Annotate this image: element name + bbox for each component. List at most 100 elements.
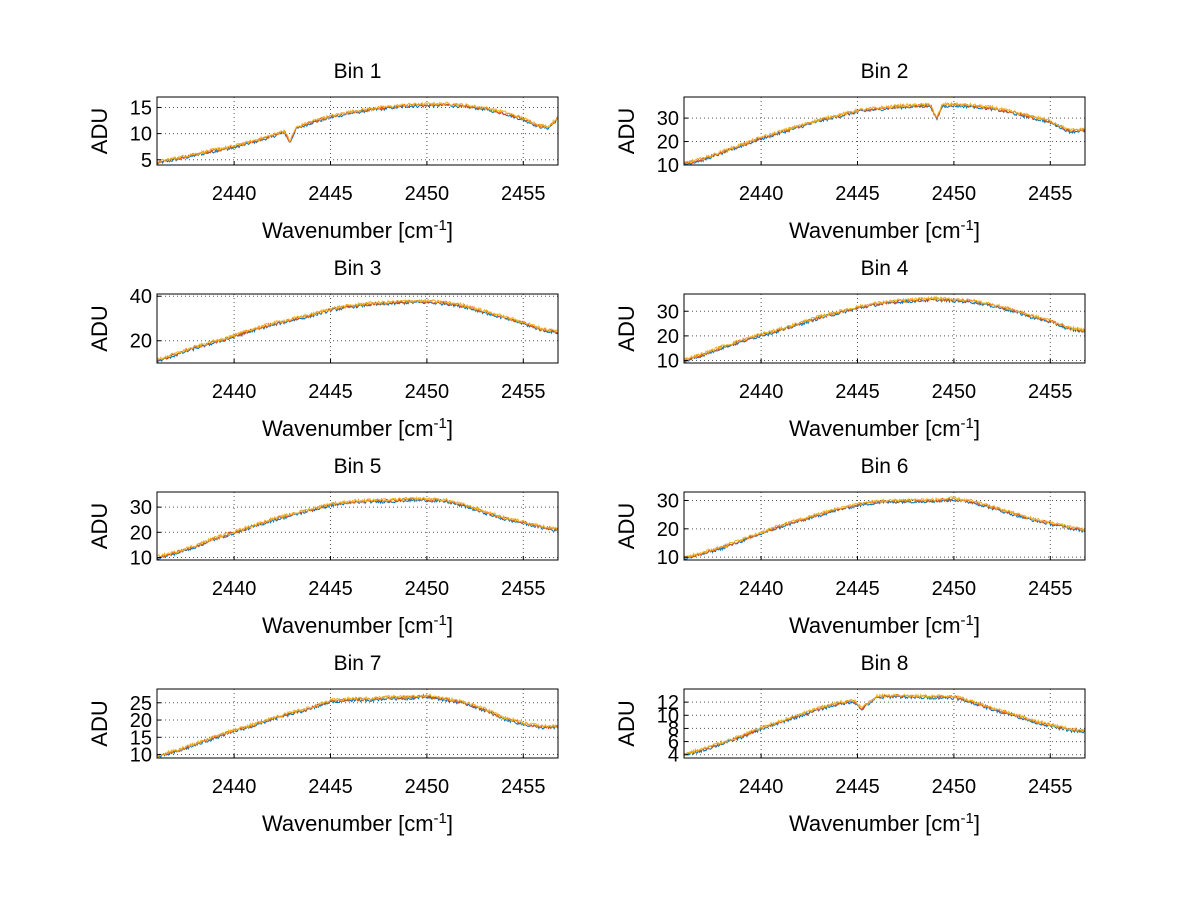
y-axis-label: ADU [614, 108, 639, 154]
x-axis-label-base: Wavenumber [cm [789, 218, 961, 243]
x-axis-label-superscript: -1 [961, 217, 974, 234]
subplot-title: Bin 1 [334, 60, 382, 83]
x-tick-label: 2440 [739, 578, 784, 600]
x-axis-label-base: Wavenumber [cm [262, 613, 434, 638]
x-axis-label-close: ] [974, 811, 980, 836]
series-line-3 [156, 298, 559, 361]
subplot-title: Bin 3 [334, 257, 382, 280]
y-tick-label: 15 [130, 727, 152, 749]
series-line-2 [683, 102, 1086, 165]
x-axis-label: Wavenumber [cm-1] [789, 217, 980, 243]
y-tick-label: 20 [657, 519, 679, 541]
x-axis-label-close: ] [447, 416, 453, 441]
y-tick-label: 20 [657, 326, 679, 348]
series-line-3 [156, 495, 559, 558]
x-axis-label-base: Wavenumber [cm [262, 416, 434, 441]
x-axis-label: Wavenumber [cm-1] [789, 612, 980, 638]
y-tick-label: 20 [130, 522, 152, 544]
axes-frame [156, 688, 559, 759]
series-line-1 [156, 497, 559, 560]
y-tick-label: 10 [130, 547, 152, 569]
x-tick-label: 2445 [835, 776, 880, 798]
x-axis-label-close: ] [974, 613, 980, 638]
x-tick-label: 2455 [501, 578, 546, 600]
x-tick-label: 2445 [835, 578, 880, 600]
y-tick-label: 30 [657, 491, 679, 513]
y-tick-label: 25 [130, 693, 152, 715]
x-axis-label: Wavenumber [cm-1] [262, 415, 453, 441]
x-axis-label: Wavenumber [cm-1] [262, 217, 453, 243]
y-tick-label: 20 [657, 132, 679, 154]
x-axis-label: Wavenumber [cm-1] [262, 612, 453, 638]
x-tick-label: 2445 [308, 183, 353, 205]
x-tick-label: 2440 [212, 776, 257, 798]
x-axis-label-superscript: -1 [434, 612, 447, 629]
y-axis-label: ADU [614, 305, 639, 351]
x-tick-label: 2445 [308, 578, 353, 600]
x-tick-label: 2450 [932, 578, 977, 600]
x-axis-label-base: Wavenumber [cm [262, 811, 434, 836]
x-axis-label-base: Wavenumber [cm [262, 218, 434, 243]
subplot-bin-6: 2440 2445 2450 2455 10 20 30 Bin 6 ADU Wavenumber… [614, 455, 1086, 638]
series-line-2 [156, 299, 559, 362]
y-tick-label: 30 [130, 497, 152, 519]
x-tick-label: 2450 [405, 381, 450, 403]
x-axis-label-superscript: -1 [961, 810, 974, 827]
y-tick-label: 4 [668, 745, 679, 767]
x-tick-label: 2450 [405, 578, 450, 600]
series-line-1 [156, 694, 559, 758]
subplot-title: Bin 6 [861, 455, 909, 478]
y-axis-label: ADU [87, 503, 112, 549]
y-tick-label: 10 [657, 705, 679, 727]
series-line-2 [683, 497, 1086, 559]
y-tick-label: 5 [141, 150, 152, 172]
x-axis-label: Wavenumber [cm-1] [789, 810, 980, 836]
axes-frame [683, 688, 1086, 759]
y-axis-label: ADU [87, 700, 112, 746]
y-tick-label: 8 [668, 718, 679, 740]
x-tick-label: 2455 [501, 381, 546, 403]
x-tick-label: 2445 [835, 183, 880, 205]
y-tick-label: 15 [130, 97, 152, 119]
series-line-3 [683, 692, 1086, 756]
series-line-2 [683, 693, 1086, 755]
series-line-2 [683, 296, 1086, 364]
x-tick-label: 2455 [1028, 776, 1073, 798]
subplot-bin-1: 2440 2445 2450 2455 5 10 15 Bin 1 ADU Wavenumber … [87, 60, 559, 243]
x-tick-label: 2450 [405, 183, 450, 205]
x-tick-label: 2455 [1028, 183, 1073, 205]
axes-frame [683, 491, 1086, 561]
y-tick-label: 10 [657, 547, 679, 569]
subplot-title: Bin 2 [861, 60, 909, 83]
x-tick-label: 2440 [739, 381, 784, 403]
x-tick-label: 2445 [308, 381, 353, 403]
x-tick-label: 2455 [501, 183, 546, 205]
x-tick-label: 2440 [739, 183, 784, 205]
y-axis-label: ADU [87, 108, 112, 154]
y-tick-label: 10 [130, 124, 152, 146]
subplot-bin-4: 2440 2445 2450 2455 10 20 30 Bin 4 ADU Wavenumber… [614, 257, 1086, 441]
x-axis-label-superscript: -1 [961, 415, 974, 432]
series-line-3 [157, 693, 559, 758]
x-tick-label: 2445 [308, 776, 353, 798]
x-tick-label: 2450 [932, 776, 977, 798]
subplot-bin-3: 2440 2445 2450 2455 20 40 Bin 3 ADU Wavenumber [… [87, 257, 559, 441]
x-axis-label-base: Wavenumber [cm [789, 613, 961, 638]
x-axis-label-close: ] [974, 218, 980, 243]
subplot-title: Bin 8 [861, 652, 909, 675]
y-tick-label: 6 [668, 732, 679, 754]
y-tick-label: 30 [657, 301, 679, 323]
x-axis-label-close: ] [447, 613, 453, 638]
x-axis-label-close: ] [447, 811, 453, 836]
y-tick-label: 12 [657, 692, 679, 714]
x-axis-label-superscript: -1 [434, 415, 447, 432]
x-tick-label: 2455 [1028, 381, 1073, 403]
axes-frame [156, 293, 559, 364]
subplot-title: Bin 4 [861, 257, 909, 280]
subplot-title: Bin 5 [334, 455, 382, 478]
y-axis-label: ADU [614, 503, 639, 549]
y-tick-label: 20 [130, 331, 152, 353]
